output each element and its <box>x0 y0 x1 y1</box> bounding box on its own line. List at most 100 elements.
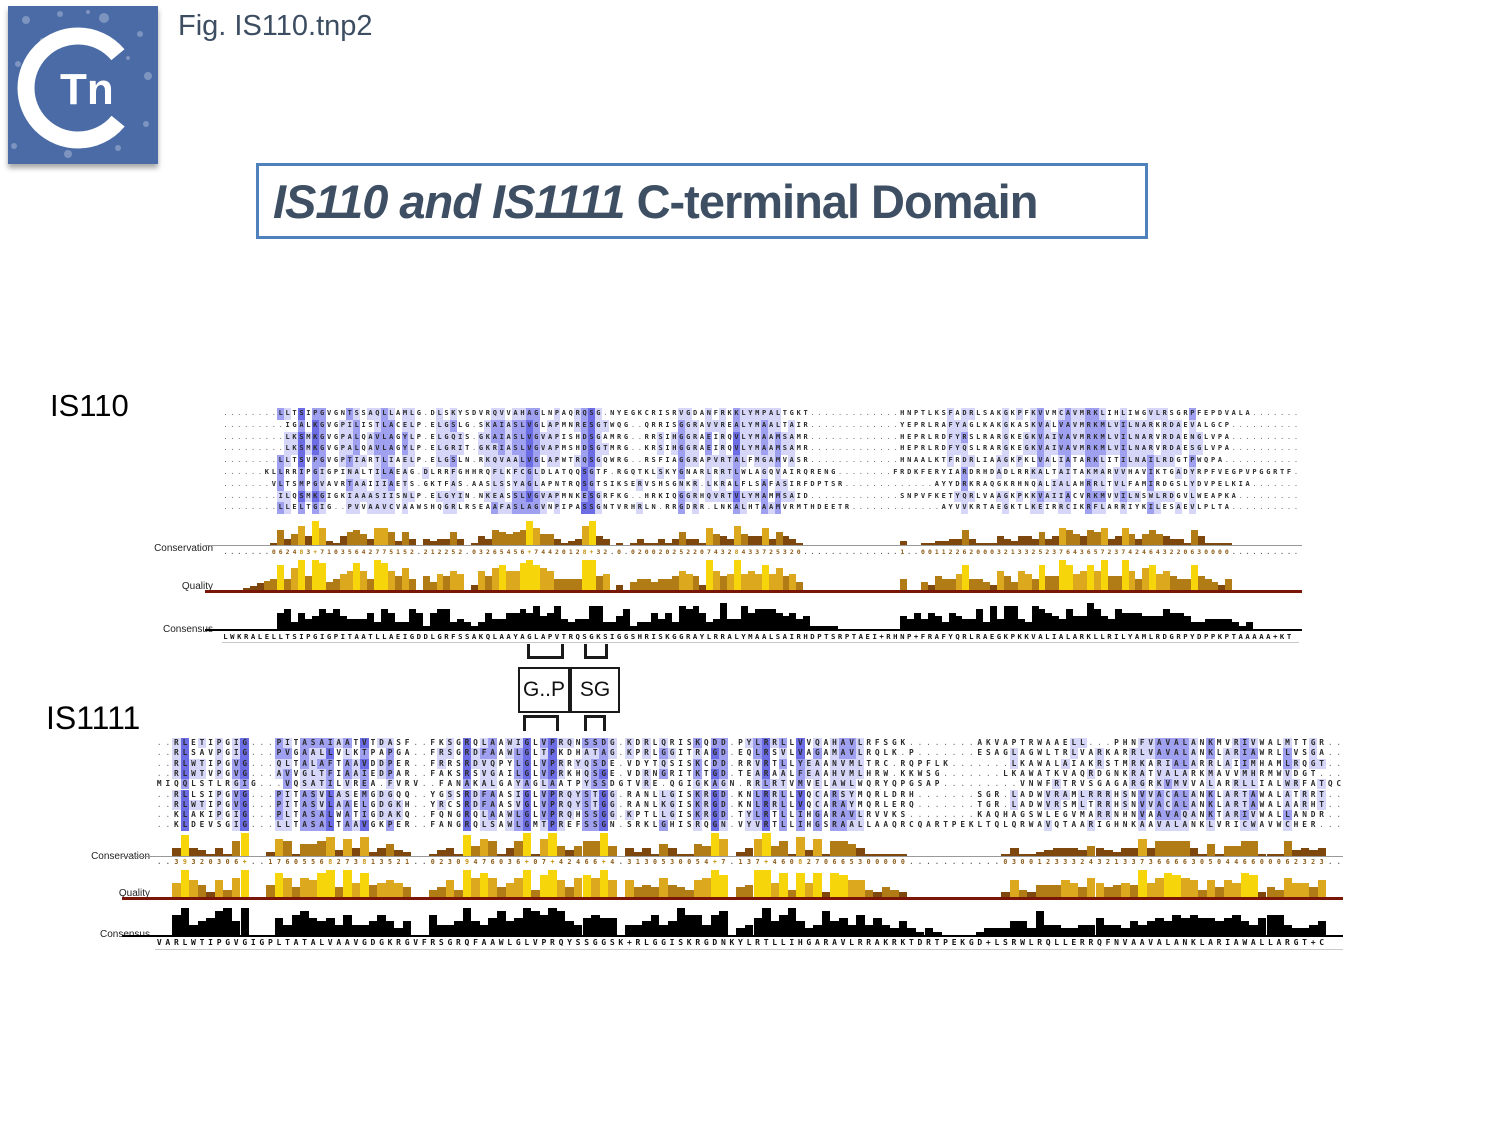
consensus-bar <box>810 625 818 629</box>
conservation-bar <box>890 853 899 856</box>
quality-bar <box>274 872 284 897</box>
consensus-bar <box>231 921 241 935</box>
consensus-bar <box>992 928 1002 935</box>
conservation-bar <box>789 538 797 545</box>
conservation-bar <box>454 853 463 856</box>
conservation-bar <box>1309 849 1318 856</box>
consensus-bar <box>283 924 292 935</box>
conservation-bar <box>326 837 335 856</box>
quality-bar <box>189 880 198 897</box>
conservation-bar <box>941 540 949 545</box>
quality-bar <box>547 570 555 590</box>
consensus-bar <box>1027 928 1036 935</box>
conservation-bar <box>1300 847 1310 856</box>
consensus-bar <box>172 914 181 935</box>
quality-bar <box>676 887 686 897</box>
quality-bar <box>693 880 703 897</box>
consensus-bar <box>491 619 499 629</box>
quality-bar <box>761 565 769 590</box>
consensus-bar <box>588 606 596 629</box>
consensus-bar <box>676 907 686 935</box>
conservation-bar <box>1100 527 1108 545</box>
conservation-bar <box>283 841 292 856</box>
quality-bar <box>997 570 1004 590</box>
conservation-bar <box>955 538 963 545</box>
consensus-bar <box>422 625 430 629</box>
consensus-bar <box>1189 914 1199 935</box>
quality-bar <box>368 884 378 897</box>
conservation-bar <box>727 538 735 545</box>
consensus-bar <box>462 907 472 935</box>
conservation-bar <box>699 542 707 545</box>
consensus-bar <box>768 609 776 629</box>
consensus-bar <box>616 615 624 629</box>
quality-bar <box>839 875 848 897</box>
consensus-bar <box>633 924 643 935</box>
conservation-bar <box>1172 841 1181 856</box>
quality-bar <box>401 568 409 590</box>
quality-bar <box>671 576 679 590</box>
consensus-bar <box>710 914 720 935</box>
conservation-bar <box>522 833 532 856</box>
consensus-bar <box>401 622 409 629</box>
consensus-bar <box>847 924 857 935</box>
consensus-bar <box>706 622 714 629</box>
quality-bar <box>804 882 814 897</box>
quality-bar <box>830 872 839 897</box>
consensus-bar <box>782 615 790 629</box>
consensus-bar <box>927 612 935 629</box>
conservation-bar <box>754 536 762 545</box>
consensus-bar <box>719 911 728 935</box>
conservation-bar <box>582 841 592 856</box>
conservation-bar <box>775 532 783 545</box>
quality-bar <box>223 889 232 897</box>
consensus-bar <box>678 606 686 629</box>
quality-baseline <box>122 897 1344 900</box>
conservation-bar <box>1176 538 1184 545</box>
consensus-bar <box>498 619 506 629</box>
conservation-bar <box>445 847 455 856</box>
consensus-bar <box>556 911 566 935</box>
quality-bar <box>1163 872 1173 897</box>
consensus-bar <box>796 619 804 629</box>
conservation-bar <box>573 845 583 856</box>
consensus-bar <box>1112 924 1122 935</box>
conservation-bar <box>1052 536 1060 545</box>
consensus-bar <box>1266 914 1276 935</box>
quality-bar <box>395 576 402 590</box>
conservation-bar <box>685 853 694 856</box>
quality-bar <box>436 573 444 590</box>
quality-bar <box>633 887 643 897</box>
quality-bar <box>1183 579 1191 590</box>
consensus-bar <box>599 918 609 935</box>
consensus-bar <box>1183 615 1191 629</box>
conservation-bar <box>1086 845 1096 856</box>
consensus-bar <box>741 606 748 629</box>
consensus-bar <box>955 615 963 629</box>
quality-bar <box>969 579 977 590</box>
consensus-bar <box>1093 609 1101 629</box>
quality-bar <box>770 882 780 897</box>
conservation-bar <box>761 527 769 545</box>
is110-consensus-label: Consensus <box>162 624 213 635</box>
quality-bar <box>471 584 479 590</box>
quality-bar <box>630 581 638 590</box>
quality-bar <box>346 570 354 590</box>
is110-quality-label: Quality <box>181 581 213 592</box>
conservation-bar <box>457 538 465 545</box>
conservation-bar <box>497 853 506 856</box>
consensus-bar <box>479 924 489 935</box>
quality-bar <box>381 562 389 590</box>
consensus-bar <box>1087 602 1094 629</box>
conservation-bar <box>377 847 386 856</box>
quality-bar <box>308 880 318 897</box>
consensus-bar <box>189 924 198 935</box>
consensus-bar <box>591 914 600 935</box>
gp-motif-box: G..P <box>518 667 570 713</box>
consensus-bar <box>736 928 745 935</box>
